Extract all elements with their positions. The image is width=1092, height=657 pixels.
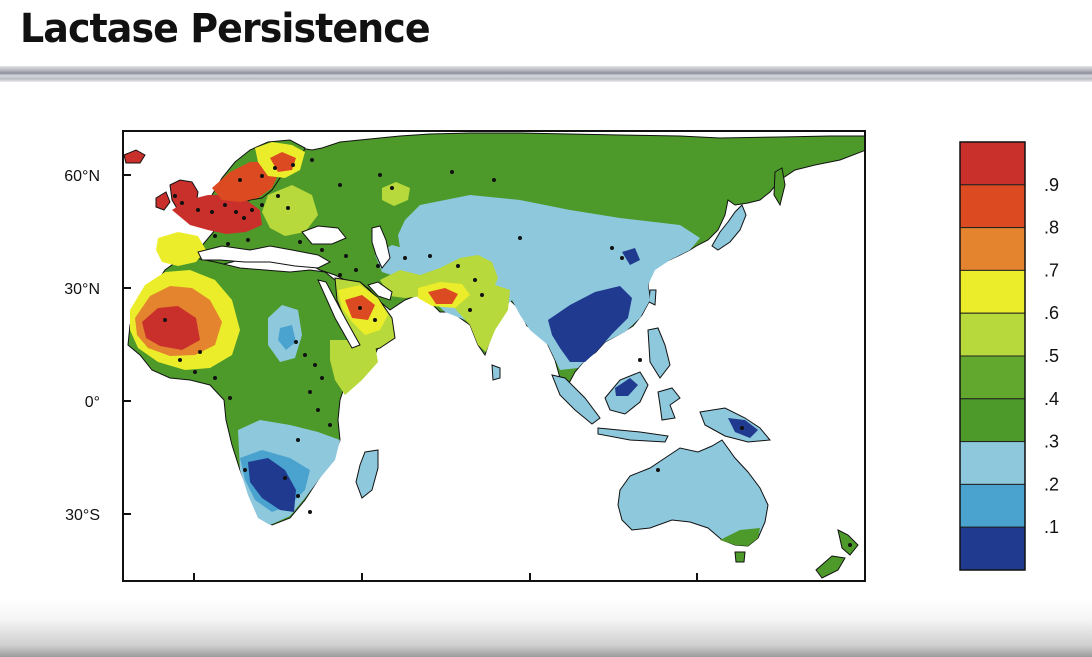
landmass-philippines	[647, 327, 671, 379]
region-horn-mid	[330, 340, 378, 395]
title-divider	[0, 66, 1092, 82]
region-australia-southeast	[720, 528, 760, 546]
region-west-europe-peak	[172, 195, 262, 234]
legend-label: .9	[1044, 175, 1059, 195]
landmass-iceland	[123, 149, 146, 164]
sample-points	[163, 158, 852, 547]
region-kazakh-mid	[382, 182, 410, 206]
region-southern-africa-lowest	[248, 458, 296, 512]
landmass-java	[597, 427, 669, 443]
landmass-new-zealand-south	[815, 555, 846, 579]
region-iberia-mid	[156, 232, 206, 266]
legend-label: .5	[1044, 346, 1059, 366]
landmass-sumatra	[551, 374, 601, 425]
landmass-new-zealand-north	[837, 529, 859, 556]
legend-label: .2	[1044, 474, 1059, 494]
slide-title: Lactase Persistence	[20, 6, 431, 52]
color-legend: .9 .8 .7 .6 .5 .4 .3 .2 .1	[959, 141, 1059, 571]
mediterranean-sea	[197, 245, 332, 269]
lat-tick-label: 30°N	[64, 281, 100, 298]
region-east-africa-low	[278, 325, 296, 350]
legend-swatch	[959, 355, 1026, 400]
legend-swatch	[959, 227, 1026, 271]
legend-swatch	[959, 483, 1026, 528]
latitude-axis: 60°N 30°N 0° 30°S	[64, 168, 131, 524]
legend-swatch	[959, 141, 1026, 186]
region-west-africa-peak	[142, 306, 200, 350]
legend-label: .3	[1044, 432, 1059, 452]
legend-frame	[959, 141, 1026, 571]
persian-gulf	[367, 281, 393, 301]
region-north-europe-high	[212, 162, 278, 202]
caspian-sea	[371, 225, 391, 269]
region-yellow-sea-low	[622, 248, 640, 265]
legend-swatch	[959, 398, 1026, 443]
region-india-mid	[448, 285, 510, 352]
black-sea	[301, 225, 347, 245]
legend-swatch	[959, 269, 1026, 314]
landmass-sakhalin	[773, 167, 786, 207]
landmass-tasmania	[734, 551, 746, 563]
lat-tick-label: 0°	[85, 394, 100, 411]
lat-tick-label: 30°S	[65, 507, 100, 524]
region-borneo-low	[615, 378, 638, 396]
region-iran-mid	[380, 255, 498, 305]
legend-swatch	[959, 312, 1026, 357]
legend-swatch	[959, 526, 1026, 571]
landmass-australia	[617, 439, 769, 547]
legend-swatch	[959, 441, 1026, 485]
landmass-taiwan	[648, 289, 657, 306]
landmass-japan	[711, 204, 747, 251]
region-east-europe-mid	[262, 185, 318, 236]
legend-label: .7	[1044, 260, 1059, 280]
map-frame	[122, 130, 866, 582]
region-northwest-india-peak	[428, 288, 458, 304]
legend-label: .4	[1044, 389, 1059, 409]
lat-tick-label: 60°N	[64, 168, 100, 185]
red-sea	[317, 279, 361, 349]
legend-label: .1	[1044, 517, 1059, 537]
landmass-sri-lanka	[491, 364, 501, 381]
landmass-ireland	[155, 191, 171, 211]
legend-label: .8	[1044, 218, 1059, 238]
legend-label: .6	[1044, 303, 1059, 323]
landmass-madagascar	[355, 449, 379, 499]
bottom-shadow	[0, 598, 1092, 657]
legend-swatch	[959, 184, 1026, 229]
land-masses	[123, 132, 865, 579]
region-china-low	[548, 286, 632, 362]
landmass-sulawesi	[657, 387, 681, 421]
